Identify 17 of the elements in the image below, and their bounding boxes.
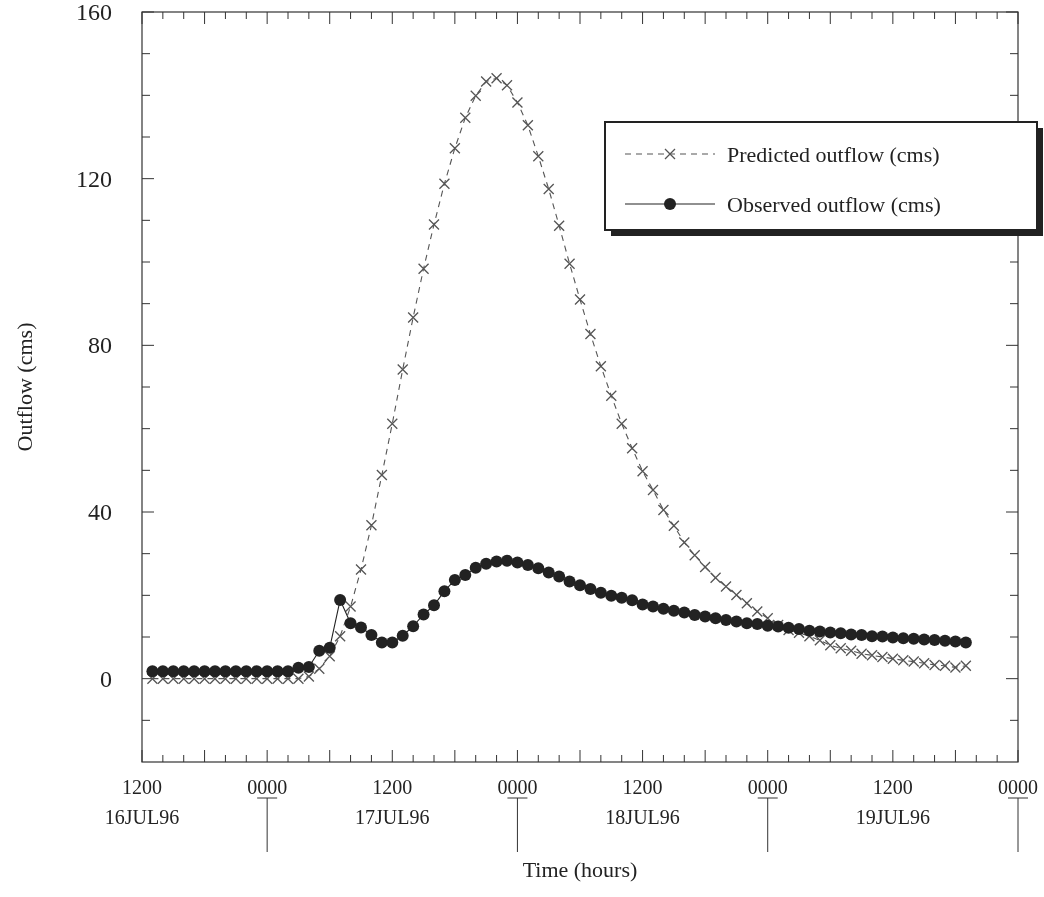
x-axis-title: Time (hours) [522,857,638,882]
y-tick-label: 80 [88,332,112,359]
y-tick-label: 160 [76,0,112,25]
y-tick-label: 0 [100,665,112,692]
x-tick-label: 1200 18JUL96 [605,776,680,828]
x-tick-label: 0000 [497,776,538,798]
x-tick-label: 0000 [247,776,288,798]
x-tick-label: 1200 17JUL96 [355,776,430,828]
y-tick-label: 120 [76,165,112,192]
x-tick-label: 1200 19JUL96 [855,776,931,828]
y-axis-title: Outflow (cms) [12,322,37,452]
legend-label: Predicted outflow (cms) [727,142,940,167]
x-tick-label: 0000 [998,776,1038,798]
x-tick-label: 0000 [747,776,788,798]
y-tick-label: 40 [88,499,112,525]
legend-label: Observed outflow (cms) [727,192,941,217]
x-tick-label: 1200 16JUL96 [104,776,180,828]
